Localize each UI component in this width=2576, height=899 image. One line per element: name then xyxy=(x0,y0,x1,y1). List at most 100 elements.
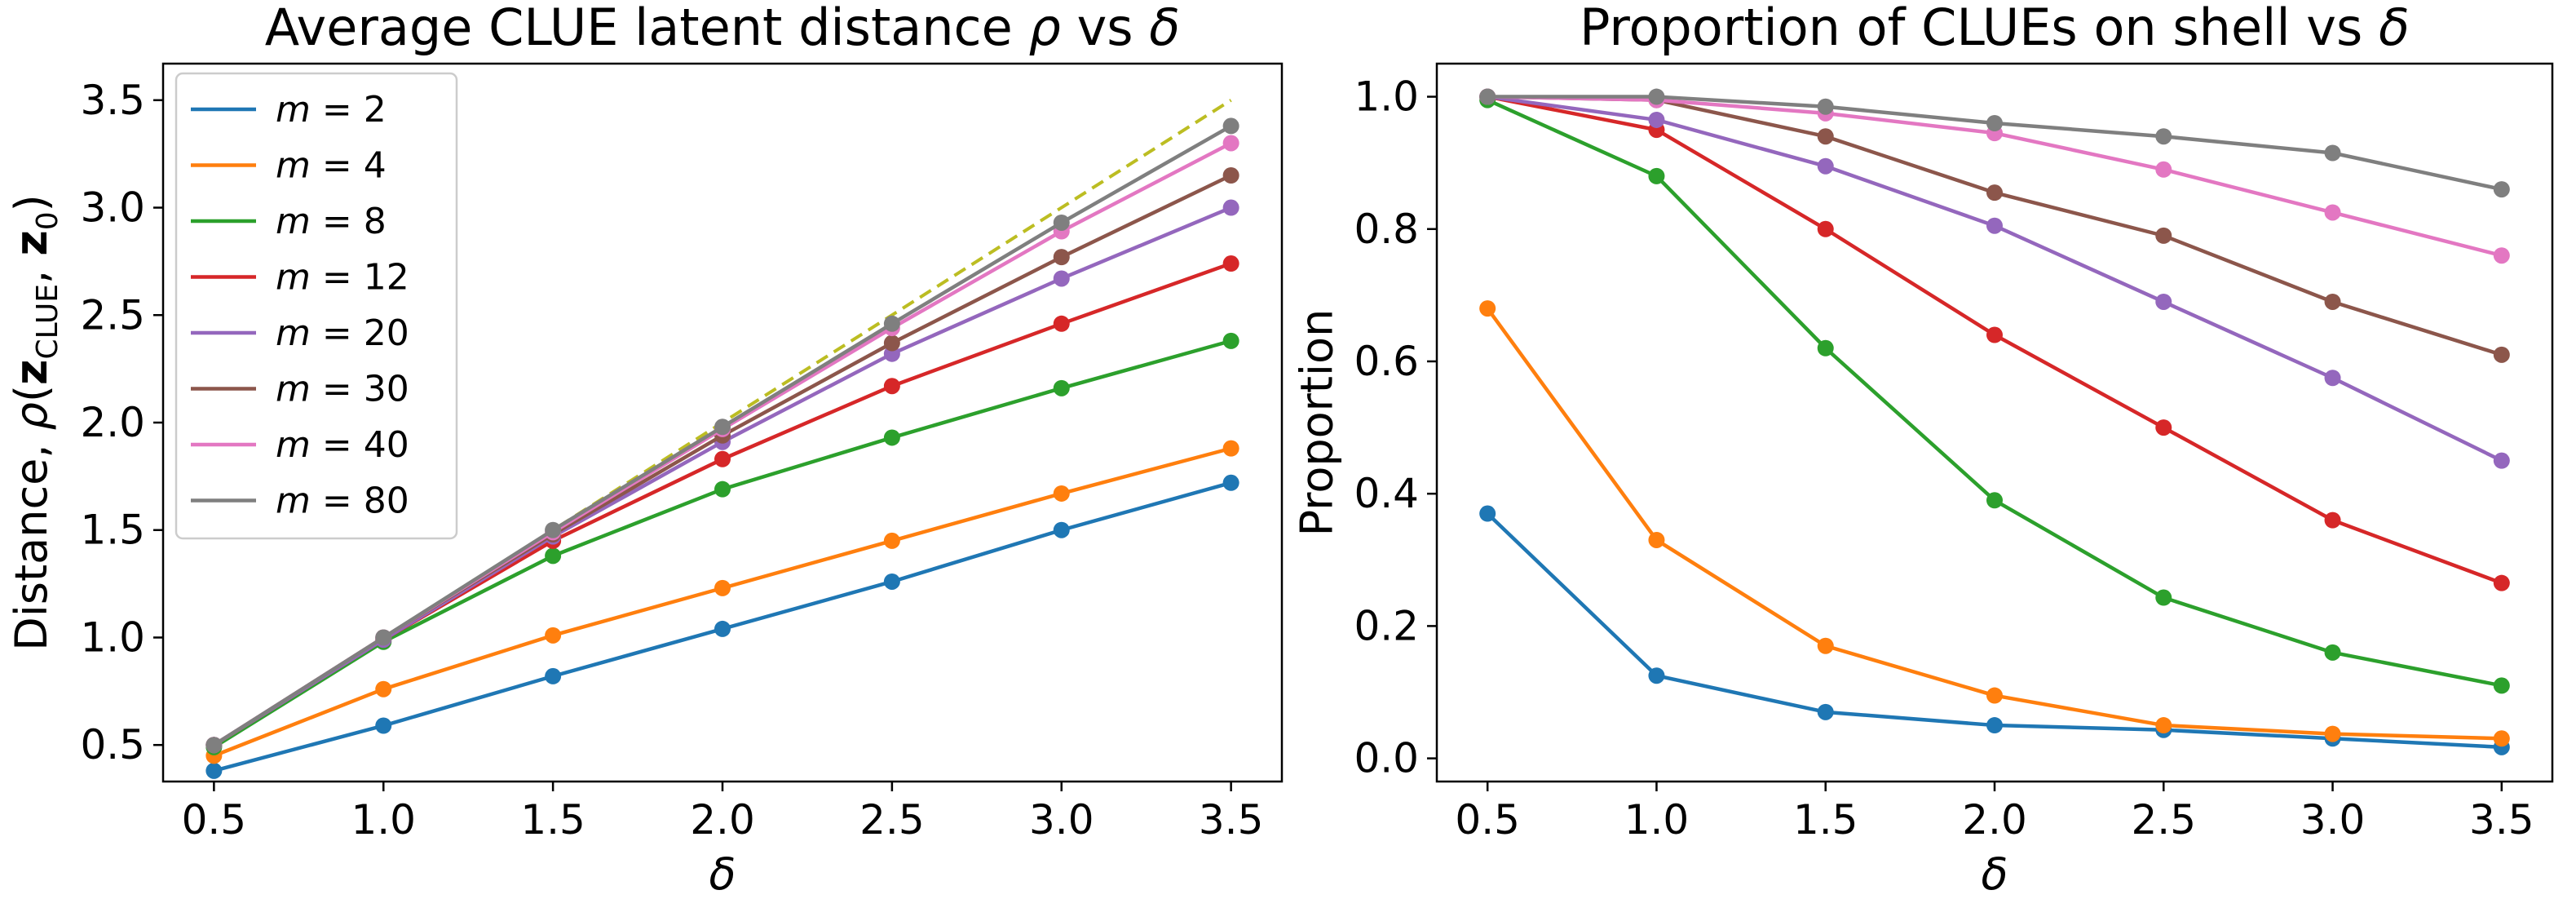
proportion-y-tick-label: 0.2 xyxy=(1354,602,1419,649)
data-point xyxy=(883,334,900,352)
proportion-x-tick-label: 1.5 xyxy=(1793,796,1858,844)
legend-label: m = 20 xyxy=(276,312,409,354)
series-line xyxy=(1487,95,2503,463)
data-point xyxy=(2493,181,2510,198)
distance-chart-title: Average CLUE latent distance ρ vs δ xyxy=(265,0,1180,57)
distance-x-tick-label: 1.0 xyxy=(351,796,416,844)
data-point xyxy=(2324,644,2341,661)
proportion-plot-frame xyxy=(1435,62,2554,783)
data-point xyxy=(883,429,900,446)
data-point xyxy=(1986,184,2003,202)
data-point xyxy=(375,680,392,698)
distance-chart: Average CLUE latent distance ρ vs δ δ Di… xyxy=(6,0,1284,899)
distance-x-tick-label: 3.0 xyxy=(1029,796,1094,844)
proportion-x-tick-label: 2.0 xyxy=(1962,796,2027,844)
data-point xyxy=(1986,326,2003,343)
data-point xyxy=(1222,440,1239,457)
data-point xyxy=(2493,346,2510,363)
distance-series-m80 xyxy=(205,117,1239,754)
distance-y-tick-label: 2.0 xyxy=(80,399,145,446)
distance-y-tick-label: 3.5 xyxy=(80,77,145,124)
legend-label: m = 12 xyxy=(276,256,409,298)
proportion-x-tick-label: 3.5 xyxy=(2469,796,2534,844)
distance-x-tick-label: 0.5 xyxy=(182,796,247,844)
data-point xyxy=(883,573,900,590)
distance-chart-y-axis-label: Distance, ρ(zCLUE, z0) xyxy=(6,194,65,651)
data-point xyxy=(714,450,731,467)
legend-label: m = 80 xyxy=(276,480,409,521)
data-point xyxy=(883,532,900,549)
data-point xyxy=(1648,531,1665,548)
data-point xyxy=(1053,521,1070,538)
data-point xyxy=(2493,677,2510,694)
proportion-y-tick-label: 0.8 xyxy=(1354,206,1419,253)
data-point xyxy=(2324,293,2341,310)
series-line xyxy=(1486,512,2502,750)
data-point xyxy=(1817,703,1834,720)
proportion-series-m8 xyxy=(1479,91,2510,694)
legend-box xyxy=(175,72,458,540)
distance-series-m2 xyxy=(205,474,1239,779)
data-point xyxy=(2324,144,2341,162)
legend-label: m = 30 xyxy=(276,368,409,410)
data-point xyxy=(1986,492,2003,509)
distance-x-tick-label: 2.5 xyxy=(859,796,925,844)
proportion-y-tick-label: 0.0 xyxy=(1354,735,1419,782)
proportion-x-tick-label: 1.0 xyxy=(1624,796,1690,844)
proportion-series-m40 xyxy=(1479,88,2510,264)
data-point xyxy=(545,521,562,538)
proportion-chart-title: Proportion of CLUEs on shell vs δ xyxy=(1580,0,2410,57)
data-point xyxy=(1986,687,2003,704)
legend: m = 2 m = 4 m = 8 m = 12 m = 20 m = 30 m = 40 m… xyxy=(175,72,458,540)
data-point xyxy=(1053,315,1070,332)
distance-chart-x-axis-label: δ xyxy=(709,848,736,899)
data-point xyxy=(1222,474,1239,491)
data-point xyxy=(1222,167,1239,184)
proportion-y-tick-label: 1.0 xyxy=(1354,73,1419,121)
proportion-y-tick-label: 0.4 xyxy=(1354,470,1419,517)
distance-y-tick-label: 0.5 xyxy=(80,721,145,768)
proportion-series-m80 xyxy=(1479,88,2510,198)
data-point xyxy=(1222,199,1239,216)
data-point xyxy=(375,629,392,646)
data-point xyxy=(1648,167,1665,184)
data-point xyxy=(2155,161,2172,178)
data-point xyxy=(1986,717,2003,734)
legend-label: m = 8 xyxy=(276,201,387,242)
data-point xyxy=(2155,293,2172,310)
legend-label: m = 4 xyxy=(276,144,387,186)
data-point xyxy=(375,717,392,734)
proportion-y-tick-label: 0.6 xyxy=(1354,338,1419,385)
data-point xyxy=(1222,117,1239,135)
data-point xyxy=(2493,247,2510,264)
data-point xyxy=(1053,270,1070,287)
data-point xyxy=(1479,88,1496,105)
data-point xyxy=(883,378,900,395)
distance-y-tick-label: 1.5 xyxy=(80,507,145,554)
data-point xyxy=(2324,204,2341,221)
distance-y-tick-label: 2.5 xyxy=(80,291,145,339)
data-point xyxy=(1817,128,1834,145)
data-point xyxy=(1222,255,1239,272)
distance-y-tick-label: 3.0 xyxy=(80,184,145,232)
data-point xyxy=(205,762,223,779)
data-point xyxy=(1648,667,1665,684)
data-point xyxy=(2324,725,2341,742)
data-point xyxy=(714,480,731,498)
proportion-x-tick-label: 3.0 xyxy=(2300,796,2366,844)
data-point xyxy=(2324,370,2341,387)
data-point xyxy=(1222,332,1239,349)
data-point xyxy=(2155,128,2172,145)
data-point xyxy=(545,627,562,644)
data-point xyxy=(1817,157,1834,175)
proportion-series-m20 xyxy=(1479,88,2510,469)
distance-x-tick-label: 2.0 xyxy=(690,796,755,844)
data-point xyxy=(1817,98,1834,115)
data-point xyxy=(545,667,562,684)
data-point xyxy=(714,579,731,596)
data-point xyxy=(2155,419,2172,436)
data-point xyxy=(205,737,223,754)
data-point xyxy=(1053,249,1070,266)
data-point xyxy=(1986,217,2003,234)
